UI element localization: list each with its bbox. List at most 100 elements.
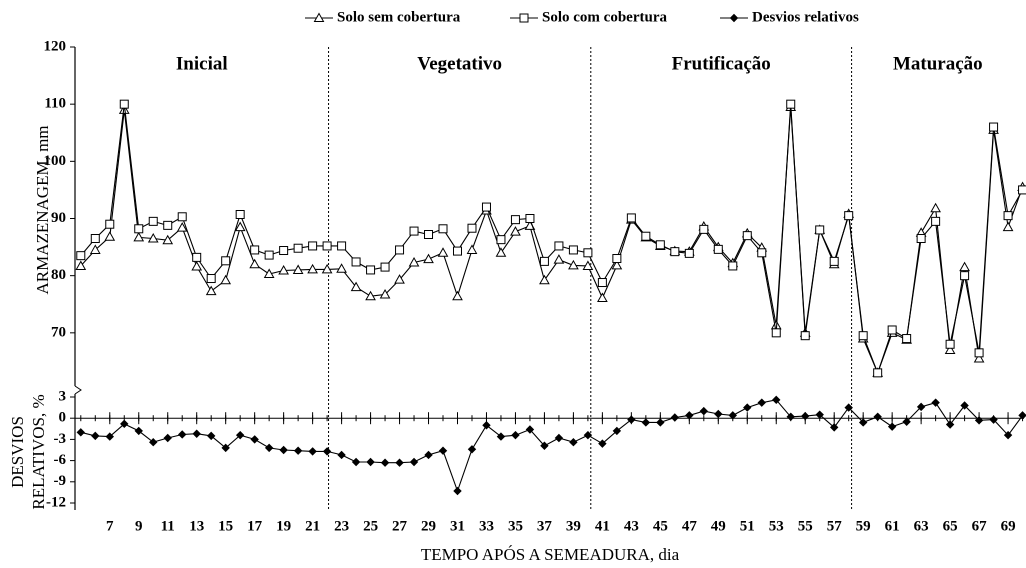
point bbox=[945, 420, 955, 429]
point bbox=[307, 263, 318, 274]
point bbox=[278, 265, 289, 275]
point bbox=[235, 430, 245, 440]
point bbox=[786, 99, 796, 109]
point bbox=[887, 422, 897, 431]
point bbox=[380, 262, 390, 272]
point bbox=[583, 248, 593, 258]
y-axis-label: ARMAZENAGEM, mm bbox=[33, 125, 52, 294]
point bbox=[292, 264, 304, 274]
point bbox=[279, 445, 288, 455]
y-tick-label: 100 bbox=[44, 153, 67, 169]
x-tick-label: 37 bbox=[537, 518, 553, 534]
point bbox=[322, 447, 332, 456]
point bbox=[133, 231, 145, 242]
point bbox=[496, 432, 506, 441]
point bbox=[104, 231, 116, 241]
point bbox=[379, 289, 391, 299]
point bbox=[540, 441, 549, 450]
point bbox=[916, 234, 926, 244]
point bbox=[163, 220, 173, 230]
point bbox=[76, 251, 86, 261]
point bbox=[424, 230, 434, 240]
x-tick-label: 41 bbox=[595, 518, 610, 534]
point bbox=[525, 214, 535, 223]
x-tick-label: 65 bbox=[943, 518, 958, 534]
point bbox=[771, 328, 781, 338]
point bbox=[829, 256, 839, 266]
point bbox=[408, 256, 420, 267]
point bbox=[163, 433, 172, 443]
point bbox=[655, 240, 665, 250]
point bbox=[279, 246, 289, 256]
legend-marker bbox=[729, 13, 739, 23]
point bbox=[786, 412, 795, 421]
point bbox=[75, 260, 87, 270]
point bbox=[960, 401, 969, 410]
point bbox=[308, 241, 318, 251]
y-tick-label: 3 bbox=[59, 388, 67, 404]
point bbox=[944, 344, 956, 354]
point bbox=[466, 244, 478, 254]
y-axis-label: DESVIOS bbox=[8, 416, 27, 488]
x-tick-label: 19 bbox=[276, 518, 291, 534]
point bbox=[945, 339, 955, 349]
point bbox=[902, 417, 911, 426]
legend-marker bbox=[519, 13, 529, 23]
point bbox=[191, 261, 203, 271]
point bbox=[206, 274, 216, 284]
y-tick-label: 80 bbox=[51, 267, 66, 283]
x-tick-label: 51 bbox=[740, 518, 755, 534]
point bbox=[1003, 211, 1013, 221]
point bbox=[699, 224, 709, 234]
point bbox=[178, 430, 187, 439]
x-tick-label: 29 bbox=[421, 518, 436, 534]
point bbox=[597, 292, 608, 302]
x-tick-label: 47 bbox=[682, 518, 698, 534]
point bbox=[772, 395, 781, 405]
point bbox=[728, 261, 738, 271]
point bbox=[90, 234, 100, 244]
point bbox=[873, 412, 882, 421]
x-tick-label: 27 bbox=[392, 518, 408, 534]
point bbox=[611, 259, 623, 270]
point bbox=[424, 450, 433, 460]
x-tick-label: 21 bbox=[305, 518, 320, 534]
x-tick-label: 39 bbox=[566, 518, 581, 534]
point bbox=[974, 348, 984, 358]
x-tick-label: 53 bbox=[769, 518, 784, 534]
point bbox=[510, 215, 520, 225]
point bbox=[568, 245, 578, 255]
x-tick-label: 57 bbox=[827, 518, 843, 534]
legend-marker bbox=[313, 12, 325, 22]
point bbox=[815, 225, 825, 235]
point bbox=[177, 212, 187, 222]
point bbox=[815, 410, 824, 419]
point bbox=[525, 425, 535, 434]
x-tick-label: 67 bbox=[972, 518, 988, 534]
point bbox=[438, 446, 448, 455]
point bbox=[554, 241, 564, 251]
point bbox=[437, 247, 449, 257]
y-tick-label: 110 bbox=[44, 96, 66, 112]
point bbox=[149, 438, 158, 447]
point bbox=[656, 418, 665, 427]
point bbox=[105, 219, 115, 229]
x-tick-label: 11 bbox=[161, 518, 175, 534]
point bbox=[989, 122, 999, 132]
point bbox=[887, 325, 897, 335]
point bbox=[989, 415, 998, 424]
point bbox=[467, 223, 477, 233]
x-tick-label: 13 bbox=[189, 518, 204, 534]
point bbox=[481, 202, 491, 212]
point bbox=[264, 443, 274, 453]
point bbox=[670, 247, 680, 257]
point bbox=[829, 423, 839, 432]
phase-label: Frutificação bbox=[672, 53, 771, 74]
y-tick-label: 120 bbox=[44, 38, 67, 54]
x-tick-label: 69 bbox=[1001, 518, 1016, 534]
point bbox=[423, 253, 434, 264]
point bbox=[916, 402, 926, 412]
axis-break bbox=[74, 385, 82, 395]
point bbox=[380, 458, 390, 467]
point bbox=[612, 254, 622, 264]
